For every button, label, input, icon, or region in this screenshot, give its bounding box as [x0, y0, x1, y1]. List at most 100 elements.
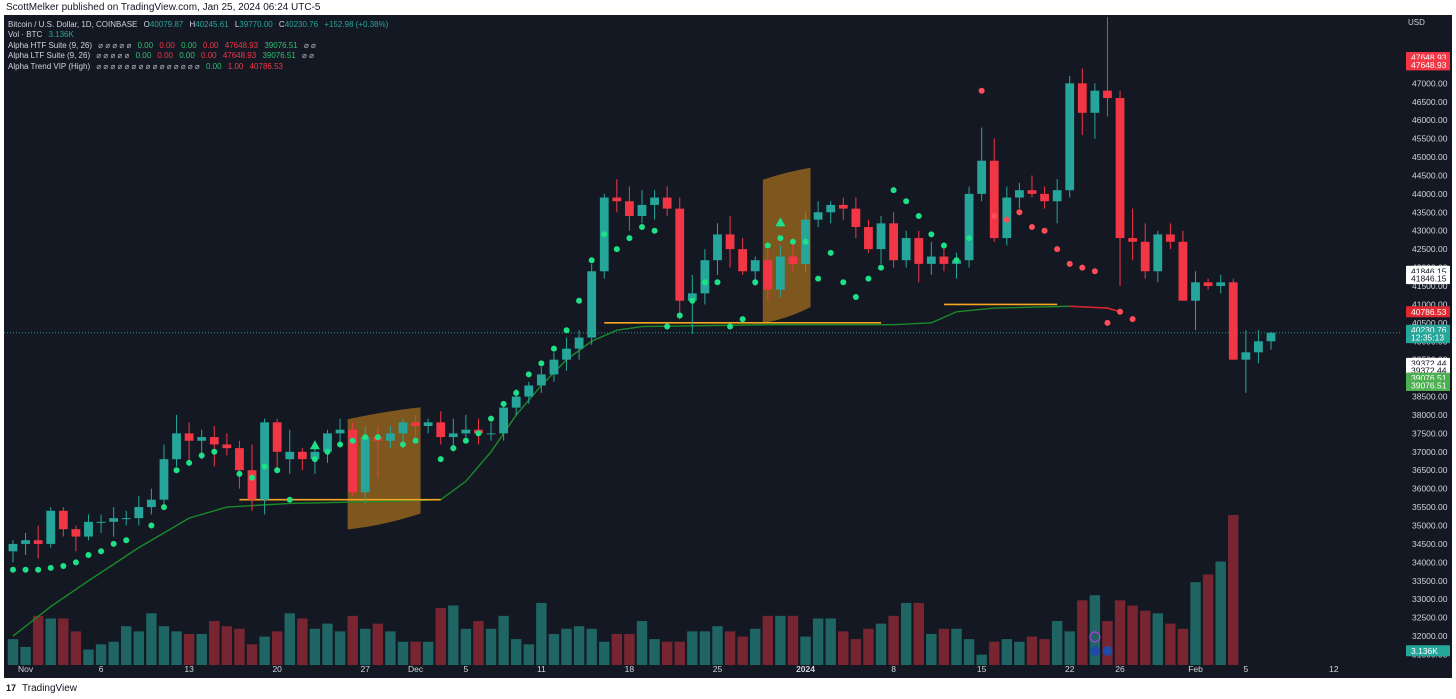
- signal-dot-bull: [311, 456, 318, 463]
- signal-dot-bull: [513, 389, 520, 396]
- volume-bar: [271, 631, 283, 665]
- x-tick-label: 12: [1329, 664, 1339, 674]
- candle-body: [1153, 234, 1163, 272]
- high-label: H: [189, 20, 196, 29]
- y-tick-label: 32000.00: [1412, 631, 1448, 641]
- candle-body: [172, 433, 181, 460]
- volume-bar: [775, 615, 786, 665]
- signal-dot-bull: [475, 430, 482, 437]
- volume-bar: [1039, 639, 1050, 665]
- signal-dot-bull: [186, 459, 193, 466]
- legend: Bitcoin / U.S. Dollar, 1D, COINBASE O400…: [8, 20, 388, 72]
- signal-dot-bull: [940, 242, 947, 249]
- signal-dot-bear: [1079, 264, 1086, 271]
- price-tag: [1406, 645, 1450, 657]
- candle-body: [1052, 190, 1062, 202]
- indicator-value: 0.00: [202, 40, 219, 50]
- signal-dot-bull: [324, 448, 331, 455]
- signal-dot-bear: [1129, 316, 1136, 323]
- candle-body: [964, 193, 974, 261]
- candle-body: [1103, 90, 1112, 99]
- x-tick-label: 8: [891, 664, 896, 674]
- candle-body: [826, 204, 836, 213]
- candle-body: [209, 437, 219, 445]
- candle-body: [914, 238, 924, 264]
- volume-bar: [536, 602, 547, 665]
- signal-dot-bull: [399, 441, 406, 448]
- indicator-value: 0.00: [205, 61, 222, 71]
- signal-dot-bull: [337, 441, 344, 448]
- price-tag: [1406, 59, 1450, 71]
- signal-dot-bull: [412, 437, 419, 444]
- volume-label[interactable]: Vol · BTC: [8, 30, 43, 40]
- symbol-name[interactable]: Bitcoin / U.S. Dollar, 1D, COINBASE: [8, 20, 138, 29]
- candle-body: [1216, 282, 1226, 286]
- volume-bar: [32, 615, 44, 665]
- candle-body: [662, 197, 672, 209]
- indicator-name[interactable]: Alpha HTF Suite (9, 26): [8, 40, 93, 50]
- signal-dot-bull: [739, 316, 746, 323]
- candle-body: [499, 407, 509, 434]
- signal-dot-bull: [173, 467, 180, 474]
- indicator-name[interactable]: Alpha Trend VIP (High): [8, 61, 91, 71]
- volume-bar: [209, 621, 220, 665]
- indicator-value: 47648.93: [222, 51, 257, 61]
- volume-bar: [1228, 515, 1239, 665]
- price-tag: [1406, 379, 1450, 391]
- signal-dot-bull: [488, 415, 495, 422]
- indicator-name[interactable]: Alpha LTF Suite (9, 26): [8, 51, 91, 61]
- candle-body: [738, 249, 748, 272]
- candle-body: [159, 459, 169, 500]
- x-tick-label: 20: [272, 664, 282, 674]
- x-tick-label: Dec: [408, 664, 424, 674]
- low-value: 39770.00: [239, 20, 273, 29]
- signal-dot-bull: [576, 297, 583, 304]
- candle-body: [146, 499, 156, 508]
- signal-dot-bull: [714, 279, 721, 286]
- y-tick-label: 45500.00: [1412, 134, 1448, 144]
- candle-body: [323, 433, 332, 452]
- candle-body: [587, 271, 597, 338]
- event-flag-icon: [1102, 646, 1113, 656]
- volume-bar: [926, 633, 937, 665]
- chart-area[interactable]: 31500.0032000.0032500.0033000.0033500.00…: [4, 15, 1452, 678]
- volume-bar: [989, 641, 1000, 665]
- candle-body: [511, 396, 521, 408]
- signal-dot-bull: [374, 434, 381, 441]
- y-tick-label: 36500.00: [1412, 465, 1448, 475]
- volume-bar: [1026, 636, 1038, 665]
- volume-bar: [762, 615, 773, 665]
- price-tag-label: 39372.44: [1411, 366, 1447, 376]
- signal-dot-bull: [928, 231, 935, 238]
- candle-body: [574, 337, 584, 349]
- volume-bar: [1014, 641, 1025, 665]
- signal-dot-bull: [563, 327, 570, 334]
- price-chart[interactable]: 31500.0032000.0032500.0033000.0033500.00…: [4, 15, 1452, 678]
- signal-dot-bear: [1041, 227, 1048, 234]
- y-tick-label: 44000.00: [1412, 189, 1448, 199]
- x-tick-label: 15: [977, 664, 987, 674]
- candle-body: [901, 238, 911, 261]
- volume-bar: [951, 628, 962, 665]
- price-tag-label: 41846.15: [1411, 266, 1447, 276]
- y-tick-label: 46000.00: [1412, 115, 1448, 125]
- signal-dot-bull: [286, 496, 293, 503]
- candle-body: [1128, 238, 1138, 242]
- candle-body: [1040, 193, 1049, 202]
- currency-label[interactable]: USD: [1408, 18, 1425, 27]
- candle-body: [84, 521, 93, 537]
- candle-body: [763, 260, 773, 290]
- candle-body: [486, 433, 496, 435]
- volume-bar: [913, 602, 924, 665]
- footer: 17 TradingView: [0, 678, 1456, 699]
- candle-body: [700, 260, 710, 294]
- volume-bar: [712, 626, 723, 665]
- volume-bar: [1190, 582, 1201, 665]
- volume-bar: [259, 636, 270, 665]
- candle-body: [725, 234, 735, 250]
- signal-dot-bull: [35, 566, 42, 573]
- volume-bar: [863, 628, 874, 665]
- candle-body: [889, 223, 898, 261]
- volume-bar: [183, 633, 195, 665]
- close-value: 40230.76: [284, 20, 319, 29]
